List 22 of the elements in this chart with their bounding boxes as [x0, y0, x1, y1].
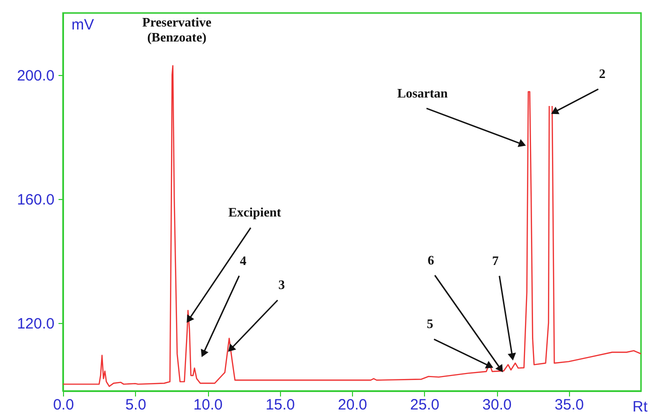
- annotation: Excipient: [228, 204, 282, 220]
- x-tick-label: 15.0: [266, 396, 295, 414]
- annotation: 3: [278, 277, 286, 292]
- x-tick-label: 30.0: [482, 396, 512, 414]
- x-tick-label: 25.0: [410, 396, 440, 414]
- y-tick-label: 120.0: [16, 315, 54, 332]
- y-axis-title: mV: [72, 16, 94, 34]
- annotation: Preservative (Benzoate): [142, 14, 212, 45]
- x-tick-label: 0.0: [53, 396, 74, 414]
- annotation: 7: [492, 252, 500, 268]
- x-tick-label: 5.0: [125, 396, 146, 414]
- x-tick-label: 10.0: [193, 396, 223, 414]
- x-tick-label: 20.0: [338, 396, 368, 414]
- annotation: Losartan: [397, 85, 449, 100]
- x-axis-title: Rt: [632, 398, 648, 416]
- y-tick-label: 200.0: [16, 67, 54, 84]
- annotation: 5: [426, 316, 434, 332]
- annotation: 2: [599, 66, 606, 82]
- annotation: 6: [428, 252, 435, 268]
- y-tick-label: 160.0: [16, 191, 54, 208]
- annotation: 4: [240, 252, 247, 268]
- x-tick-label: 35.0: [554, 396, 584, 414]
